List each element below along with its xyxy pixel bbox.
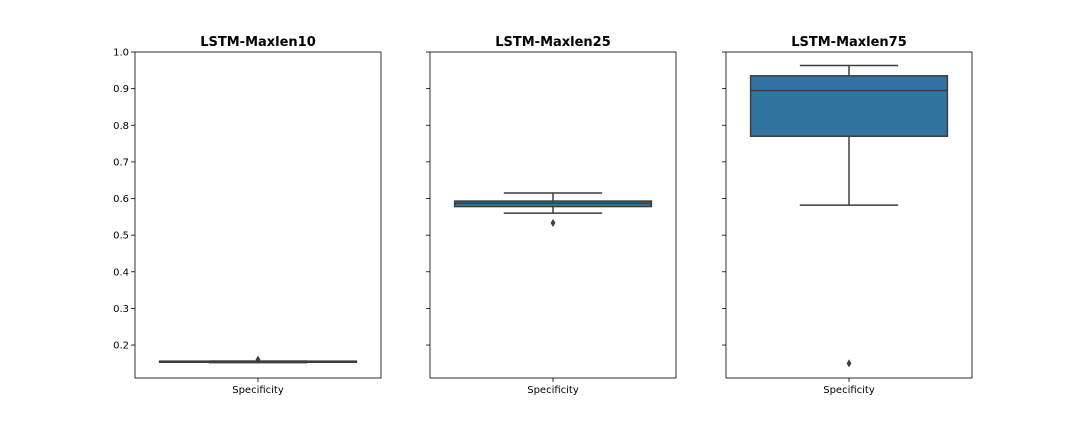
axes-frame <box>134 51 382 379</box>
y-tick-label: 0.3 <box>113 304 129 315</box>
y-tick-label: 0.8 <box>113 121 129 132</box>
outlier-point <box>550 219 556 228</box>
axes-frame <box>725 51 973 379</box>
panel-1: LSTM-Maxlen10 0.2 0.3 0.4 0.5 0.6 0.7 0.8 0.9 1.0… <box>113 35 382 396</box>
y-tick-label: 0.2 <box>113 341 129 352</box>
y-tick-label: 0.7 <box>113 157 129 168</box>
panel-2: LSTM-Maxlen25 Specificity <box>426 35 677 396</box>
outlier-point <box>255 355 261 364</box>
y-tick-label: 0.6 <box>113 194 129 205</box>
axes-frame <box>429 51 677 379</box>
y-tick-label: 0.5 <box>113 231 129 242</box>
y-tick-label: 0.9 <box>113 84 129 95</box>
y-tick-label: 0.4 <box>113 267 129 278</box>
panel-3: LSTM-Maxlen75 Specificity <box>722 35 973 396</box>
outlier-point <box>846 359 852 368</box>
box <box>749 75 949 137</box>
x-category-label: Specificity <box>232 385 284 396</box>
x-category-label: Specificity <box>823 385 875 396</box>
panel-title: LSTM-Maxlen25 <box>495 35 611 50</box>
panel-title: LSTM-Maxlen10 <box>200 35 316 50</box>
panel-title: LSTM-Maxlen75 <box>791 35 907 50</box>
y-tick-label: 1.0 <box>113 48 129 59</box>
x-category-label: Specificity <box>527 385 579 396</box>
